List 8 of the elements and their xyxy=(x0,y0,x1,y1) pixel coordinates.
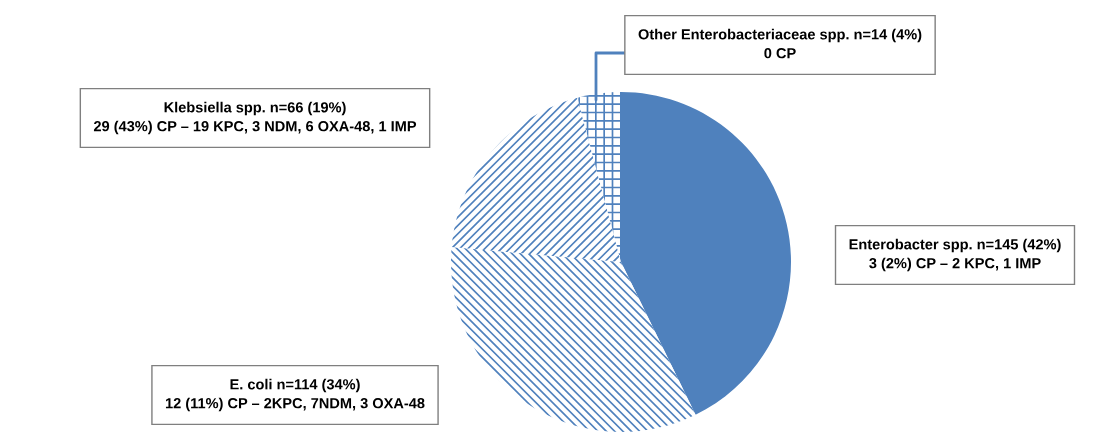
text: 3 (2%) CP – 2 KPC, 1 IMP xyxy=(869,257,1041,272)
slice-label: Other Enterobacteriaceae spp. n=14 (4%) xyxy=(638,28,922,43)
slice-label: E. coli n=114 (34%) xyxy=(230,378,360,393)
text: 12 (11%) CP – 2KPC, 7NDM, 3 OXA-48 xyxy=(165,397,425,412)
text: 0 CP xyxy=(764,48,796,59)
slice-label: Klebsiella spp. n=66 (19%) xyxy=(164,101,346,116)
slice-label: Enterobacter spp. n=145 (42%) xyxy=(849,238,1061,253)
text: 29 (43%) CP – 19 KPC, 3 NDM, 6 OXA-48, 1 IMP xyxy=(93,120,417,135)
